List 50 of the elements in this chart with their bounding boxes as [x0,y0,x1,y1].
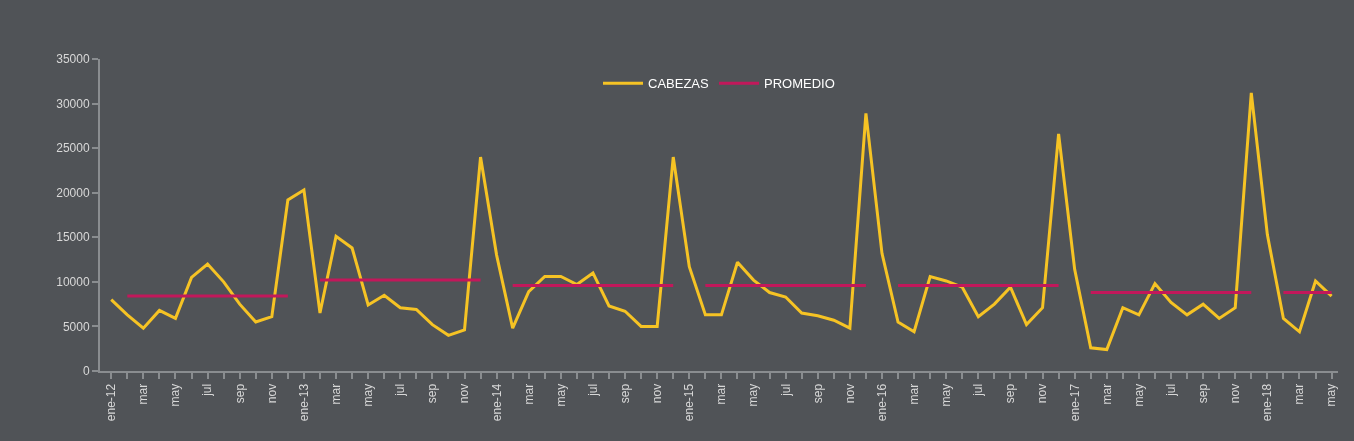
x-tick-label: ene-12 [104,383,119,422]
x-tick-label: may [1324,383,1339,407]
x-tick-label: jul [585,383,600,397]
x-tick-label: nov [1228,383,1243,404]
x-tick-label: nov [650,383,665,404]
x-tick-label: jul [971,383,986,397]
x-tick-label: mar [328,383,343,405]
x-tick-label: mar [521,383,536,405]
x-tick-label: sep [1003,383,1018,404]
y-tick-label: 35000 [56,52,90,67]
x-tick-label: ene-16 [874,383,889,422]
y-tick-label: 0 [82,364,90,379]
x-tick-label: sep [1196,383,1211,404]
x-tick-label: may [746,383,761,407]
x-tick-label: mar [906,383,921,405]
x-tick-label: nov [264,383,279,404]
y-tick-label: 5000 [62,319,90,334]
x-tick-label: may [361,383,376,407]
x-tick-label: nov [457,383,472,404]
x-tick-label: ene-13 [296,383,311,422]
y-tick-label: 25000 [56,141,90,156]
x-tick-label: sep [810,383,825,404]
y-tick-label: 10000 [56,275,90,290]
x-tick-label: ene-14 [489,383,504,422]
x-tick-label: jul [1163,383,1178,397]
x-tick-label: nov [1035,383,1050,404]
x-tick-label: jul [393,383,408,397]
y-tick-label: 15000 [56,230,90,245]
x-tick-label: mar [1099,383,1114,405]
x-tick-label: sep [232,383,247,404]
x-tick-label: sep [617,383,632,404]
x-tick-label: ene-15 [682,383,697,422]
legend-label: PROMEDIO [764,76,835,92]
x-tick-label: nov [842,383,857,404]
x-tick-label: sep [425,383,440,404]
x-tick-label: jul [778,383,793,397]
y-tick-label: 20000 [56,185,90,200]
line-series [109,91,1334,352]
y-tick-label: 30000 [56,96,90,111]
x-tick-label: ene-18 [1260,383,1275,422]
x-tick-label: may [939,383,954,407]
x-tick-label: may [1131,383,1146,407]
x-tick-label: mar [136,383,151,405]
x-tick-label: jul [200,383,215,397]
x-tick-label: mar [714,383,729,405]
x-tick-label: mar [1292,383,1307,405]
x-tick-label: may [553,383,568,407]
x-tick-label: may [168,383,183,407]
legend-label: CABEZAS [648,76,710,92]
x-tick-label: ene-17 [1067,383,1082,422]
